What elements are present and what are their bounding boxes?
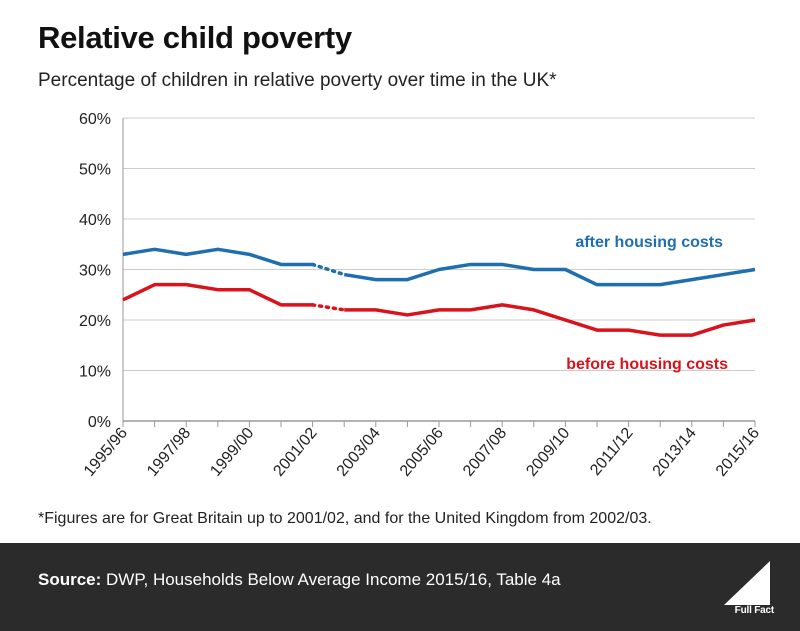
y-tick-label: 60% (79, 111, 111, 128)
x-tick-label: 2005/06 (397, 425, 447, 480)
x-tick-label: 1997/98 (144, 425, 194, 480)
source-value: DWP, Households Below Average Income 201… (106, 570, 561, 589)
series-break-before-housing-costs (310, 303, 346, 312)
series-line-before-housing-costs-uk (344, 303, 756, 337)
x-tick-label: 2003/04 (334, 425, 384, 480)
series-line-after-housing-costs-gb (122, 247, 313, 267)
series-line-after-housing-costs-uk (343, 262, 756, 287)
y-tick-label: 20% (79, 313, 111, 330)
y-tick-label: 30% (79, 263, 111, 280)
x-tick-label: 1999/00 (207, 425, 257, 480)
x-tick-label: 2011/12 (587, 425, 637, 479)
x-tick-label: 2015/16 (713, 425, 763, 480)
chart-subtitle: Percentage of children in relative pover… (38, 70, 557, 91)
chart-title: Relative child poverty (38, 20, 352, 55)
y-tick-label: 10% (79, 364, 111, 381)
source-text: Source: DWP, Households Below Average In… (38, 570, 561, 590)
series-line-before-housing-costs-gb (122, 282, 313, 307)
brand-name: Full Fact (734, 605, 775, 616)
series-label: after housing costs (575, 234, 723, 251)
x-tick-label: 2013/14 (650, 425, 700, 480)
footer-bar: Source: DWP, Households Below Average In… (0, 543, 800, 631)
y-tick-label: 50% (79, 162, 111, 179)
source-label: Source: (38, 570, 102, 589)
y-tick-label: 0% (88, 414, 111, 431)
footnote: *Figures are for Great Britain up to 200… (38, 510, 652, 527)
x-tick-label: 2007/08 (460, 425, 510, 480)
y-tick-label: 40% (79, 212, 111, 229)
line-chart: 0% 10% 20% 30% 40% 50% 60% 1995/96 1997/98 1999/0… (79, 111, 763, 480)
full-fact-logo-icon (724, 561, 770, 605)
series-label: before housing costs (566, 356, 728, 373)
x-tick-label: 1995/96 (81, 425, 131, 480)
x-tick-label: 2009/10 (523, 425, 573, 480)
series-break-after-housing-costs (310, 262, 346, 277)
x-tick-label: 2001/02 (270, 425, 320, 480)
